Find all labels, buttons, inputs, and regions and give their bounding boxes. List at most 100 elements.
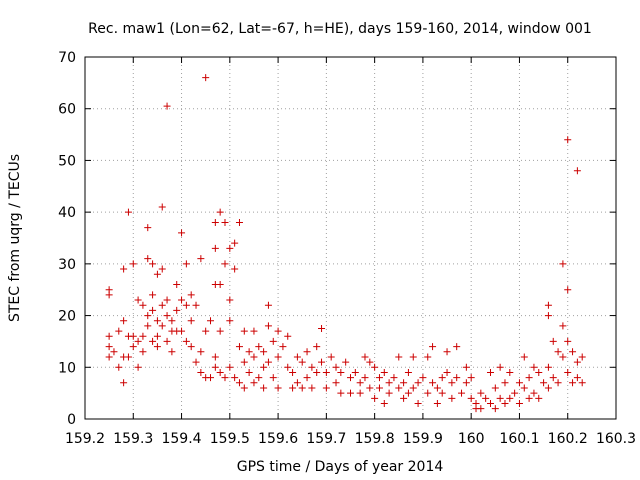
data-point bbox=[371, 363, 379, 371]
data-point bbox=[530, 389, 538, 397]
data-point bbox=[144, 312, 152, 320]
data-point bbox=[569, 379, 577, 387]
data-point bbox=[187, 317, 195, 325]
data-point bbox=[139, 301, 147, 309]
data-point bbox=[347, 389, 354, 397]
data-point bbox=[221, 218, 229, 226]
data-point bbox=[197, 348, 205, 356]
y-tick-label: 20 bbox=[58, 309, 76, 325]
data-point bbox=[207, 317, 215, 325]
data-point bbox=[139, 348, 147, 356]
data-point bbox=[279, 343, 287, 351]
x-tick-label: 159.8 bbox=[355, 431, 395, 447]
data-point bbox=[375, 374, 383, 382]
x-tick-label: 159.9 bbox=[403, 431, 443, 447]
data-point bbox=[308, 363, 316, 371]
data-point bbox=[486, 399, 494, 407]
data-point bbox=[231, 265, 239, 273]
data-point bbox=[429, 343, 437, 351]
data-point bbox=[153, 270, 161, 278]
data-point bbox=[390, 374, 398, 382]
data-point bbox=[559, 260, 567, 268]
data-point bbox=[501, 379, 509, 387]
data-point bbox=[544, 301, 552, 309]
data-point bbox=[313, 343, 321, 351]
data-point bbox=[448, 379, 456, 387]
data-point bbox=[453, 343, 461, 351]
data-point bbox=[115, 327, 123, 335]
data-point bbox=[129, 260, 137, 268]
data-point bbox=[496, 363, 504, 371]
data-point bbox=[554, 348, 562, 356]
data-point bbox=[178, 229, 186, 237]
data-point bbox=[182, 301, 190, 309]
x-tick-label: 160 bbox=[458, 431, 485, 447]
data-point bbox=[429, 379, 437, 387]
data-point bbox=[134, 363, 142, 371]
data-point bbox=[356, 379, 364, 387]
data-point bbox=[158, 301, 166, 309]
data-point bbox=[293, 379, 301, 387]
data-point bbox=[549, 337, 557, 345]
data-point bbox=[573, 167, 581, 175]
data-point bbox=[144, 322, 152, 330]
data-point bbox=[351, 368, 359, 376]
data-point bbox=[255, 343, 263, 351]
data-point bbox=[361, 353, 369, 361]
data-point bbox=[139, 332, 147, 340]
data-point bbox=[380, 399, 388, 407]
data-point bbox=[260, 384, 268, 392]
data-point bbox=[332, 363, 340, 371]
data-point bbox=[110, 348, 118, 356]
data-point bbox=[124, 353, 132, 361]
data-point bbox=[105, 291, 113, 299]
data-point bbox=[129, 332, 137, 340]
data-point bbox=[462, 363, 470, 371]
data-point bbox=[404, 368, 412, 376]
data-point bbox=[163, 312, 171, 320]
data-point bbox=[549, 374, 557, 382]
data-point bbox=[366, 358, 374, 366]
data-point bbox=[573, 374, 581, 382]
data-point bbox=[231, 239, 239, 247]
data-point bbox=[395, 384, 403, 392]
data-point bbox=[535, 368, 543, 376]
data-point bbox=[520, 353, 528, 361]
data-point bbox=[182, 337, 190, 345]
data-point bbox=[453, 374, 461, 382]
data-point bbox=[467, 394, 475, 402]
data-point bbox=[400, 394, 408, 402]
data-point bbox=[211, 218, 219, 226]
data-point bbox=[269, 374, 277, 382]
data-point bbox=[269, 337, 277, 345]
data-point bbox=[173, 281, 181, 289]
x-tick-label: 160.3 bbox=[596, 431, 636, 447]
y-tick-label: 50 bbox=[58, 153, 76, 169]
data-point bbox=[264, 301, 272, 309]
data-point bbox=[477, 405, 485, 413]
data-point bbox=[559, 322, 567, 330]
data-point bbox=[482, 394, 490, 402]
data-point bbox=[178, 327, 186, 335]
data-point bbox=[231, 374, 239, 382]
data-point bbox=[115, 363, 123, 371]
data-point bbox=[168, 348, 176, 356]
data-point bbox=[564, 136, 572, 144]
data-point bbox=[105, 332, 113, 340]
x-tick-label: 159.4 bbox=[161, 431, 201, 447]
data-point bbox=[506, 394, 514, 402]
data-point bbox=[211, 244, 219, 252]
data-point bbox=[303, 374, 311, 382]
data-point bbox=[250, 353, 258, 361]
data-point bbox=[520, 384, 528, 392]
data-point bbox=[400, 379, 408, 387]
data-point bbox=[158, 322, 166, 330]
data-point bbox=[337, 368, 345, 376]
data-point bbox=[578, 379, 586, 387]
data-point bbox=[274, 353, 282, 361]
data-point bbox=[477, 389, 485, 397]
data-point bbox=[564, 368, 572, 376]
data-point bbox=[216, 208, 224, 216]
data-point bbox=[564, 286, 572, 294]
data-point bbox=[371, 394, 379, 402]
